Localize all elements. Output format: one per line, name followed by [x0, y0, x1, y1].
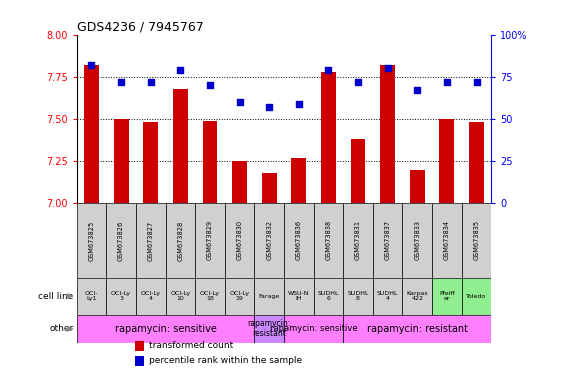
Text: cell line: cell line: [39, 291, 74, 301]
Bar: [195, 278, 225, 314]
Text: GSM673834: GSM673834: [444, 220, 450, 260]
Point: [442, 79, 452, 85]
Text: GSM673829: GSM673829: [207, 220, 213, 260]
Bar: [254, 278, 284, 314]
Bar: [106, 203, 136, 278]
Point: [146, 79, 155, 85]
Text: other: other: [49, 324, 74, 333]
Bar: [106, 278, 136, 314]
Bar: [173, 89, 188, 203]
Bar: [462, 203, 491, 278]
Text: rapamycin: resistant: rapamycin: resistant: [367, 324, 468, 334]
Bar: [314, 278, 343, 314]
Text: GSM673827: GSM673827: [148, 220, 154, 260]
Text: OCI-Ly
3: OCI-Ly 3: [111, 291, 131, 301]
Bar: [77, 203, 106, 278]
Text: transformed count: transformed count: [149, 341, 233, 350]
Text: GSM673826: GSM673826: [118, 220, 124, 260]
Text: Farage: Farage: [258, 294, 280, 299]
Point: [353, 79, 362, 85]
Point: [294, 101, 303, 107]
Bar: [291, 158, 306, 203]
Text: GSM673837: GSM673837: [385, 220, 391, 260]
Point: [116, 79, 126, 85]
Bar: [373, 203, 403, 278]
Bar: [165, 203, 195, 278]
Text: OCI-Ly
10: OCI-Ly 10: [170, 291, 190, 301]
Text: SUDHL
6: SUDHL 6: [318, 291, 339, 301]
Point: [472, 79, 481, 85]
Bar: [114, 119, 128, 203]
Bar: [284, 278, 314, 314]
Bar: [135, 356, 144, 366]
Text: Toledo: Toledo: [466, 294, 487, 299]
Bar: [432, 203, 462, 278]
Bar: [143, 122, 158, 203]
Bar: [350, 139, 365, 203]
Text: Karpas
422: Karpas 422: [407, 291, 428, 301]
Text: GSM673833: GSM673833: [414, 220, 420, 260]
Bar: [77, 278, 106, 314]
Text: WSU-N
IH: WSU-N IH: [288, 291, 310, 301]
Bar: [380, 65, 395, 203]
Text: OCI-Ly
19: OCI-Ly 19: [229, 291, 250, 301]
Bar: [136, 203, 165, 278]
Text: rapamycin: sensitive: rapamycin: sensitive: [270, 324, 357, 333]
Text: GSM673831: GSM673831: [355, 220, 361, 260]
Bar: [262, 173, 277, 203]
Bar: [195, 203, 225, 278]
Bar: [343, 278, 373, 314]
Text: GSM673832: GSM673832: [266, 220, 272, 260]
Text: rapamycin: sensitive: rapamycin: sensitive: [115, 324, 216, 334]
Text: OCI-Ly
4: OCI-Ly 4: [141, 291, 161, 301]
Bar: [254, 314, 284, 343]
Bar: [135, 341, 144, 351]
Text: SUDHL
4: SUDHL 4: [377, 291, 398, 301]
Point: [383, 65, 392, 71]
Bar: [462, 278, 491, 314]
Point: [235, 99, 244, 105]
Point: [87, 62, 96, 68]
Bar: [403, 278, 432, 314]
Bar: [136, 278, 165, 314]
Point: [265, 104, 274, 110]
Text: OCI-
Ly1: OCI- Ly1: [85, 291, 98, 301]
Text: GSM673828: GSM673828: [177, 220, 183, 260]
Bar: [403, 203, 432, 278]
Bar: [440, 119, 454, 203]
Bar: [343, 203, 373, 278]
Bar: [225, 203, 254, 278]
Point: [324, 67, 333, 73]
Bar: [77, 314, 254, 343]
Text: GSM673830: GSM673830: [237, 220, 243, 260]
Bar: [410, 170, 425, 203]
Bar: [314, 203, 343, 278]
Bar: [432, 278, 462, 314]
Bar: [84, 65, 99, 203]
Text: GDS4236 / 7945767: GDS4236 / 7945767: [77, 20, 203, 33]
Text: percentile rank within the sample: percentile rank within the sample: [149, 356, 302, 366]
Text: GSM673838: GSM673838: [325, 220, 331, 260]
Bar: [203, 121, 218, 203]
Text: Pfeiff
er: Pfeiff er: [439, 291, 455, 301]
Text: rapamycin:
resistant: rapamycin: resistant: [248, 319, 291, 338]
Bar: [254, 203, 284, 278]
Text: GSM673835: GSM673835: [474, 220, 479, 260]
Bar: [343, 314, 491, 343]
Bar: [373, 278, 403, 314]
Bar: [469, 122, 484, 203]
Bar: [321, 72, 336, 203]
Text: OCI-Ly
18: OCI-Ly 18: [200, 291, 220, 301]
Point: [413, 87, 422, 93]
Bar: [165, 278, 195, 314]
Bar: [232, 161, 247, 203]
Text: GSM673825: GSM673825: [89, 220, 94, 260]
Text: SUDHL
8: SUDHL 8: [347, 291, 369, 301]
Bar: [284, 314, 343, 343]
Text: GSM673836: GSM673836: [296, 220, 302, 260]
Point: [176, 67, 185, 73]
Point: [206, 82, 215, 88]
Bar: [284, 203, 314, 278]
Bar: [225, 278, 254, 314]
